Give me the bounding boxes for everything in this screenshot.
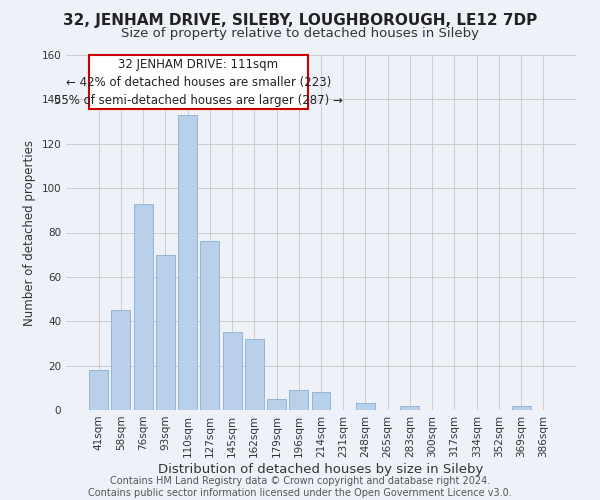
Bar [245,339,264,410]
Bar [200,242,219,410]
X-axis label: Distribution of detached houses by size in Sileby: Distribution of detached houses by size … [158,462,484,475]
Text: Contains HM Land Registry data © Crown copyright and database right 2024.
Contai: Contains HM Land Registry data © Crown c… [88,476,512,498]
Text: Size of property relative to detached houses in Sileby: Size of property relative to detached ho… [121,28,479,40]
Bar [178,115,197,410]
Bar [289,390,308,410]
Bar [400,406,419,410]
Bar [311,392,331,410]
Bar [134,204,152,410]
Bar [89,370,108,410]
Bar [512,406,530,410]
Bar [223,332,242,410]
Text: 32, JENHAM DRIVE, SILEBY, LOUGHBOROUGH, LE12 7DP: 32, JENHAM DRIVE, SILEBY, LOUGHBOROUGH, … [63,12,537,28]
Bar [356,404,375,410]
Y-axis label: Number of detached properties: Number of detached properties [23,140,36,326]
FancyBboxPatch shape [89,55,308,110]
Text: 32 JENHAM DRIVE: 111sqm
← 42% of detached houses are smaller (223)
55% of semi-d: 32 JENHAM DRIVE: 111sqm ← 42% of detache… [54,58,343,106]
Bar [112,310,130,410]
Bar [156,254,175,410]
Bar [267,399,286,410]
